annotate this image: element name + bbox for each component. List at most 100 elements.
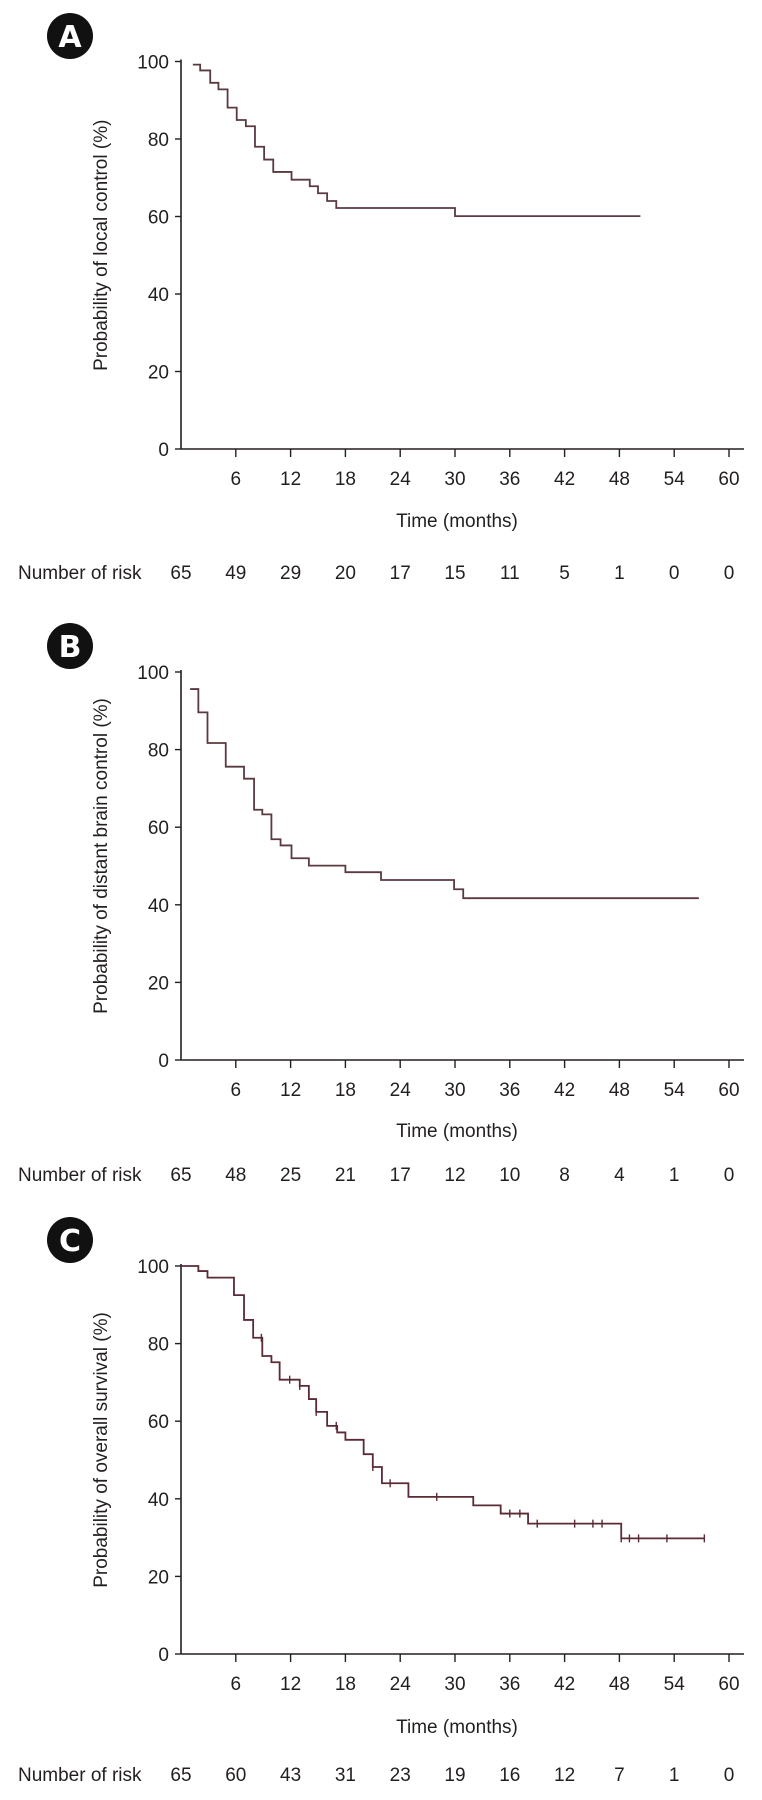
y-axis-label: Probability of distant brain control (%) [91,698,112,1014]
x-tick-label: 24 [390,1674,412,1695]
risk-count: 60 [225,1765,246,1786]
x-tick-label: 6 [231,1674,242,1695]
x-tick-label: 42 [554,1674,575,1695]
y-tick-label: 40 [148,285,169,306]
risk-count: 17 [390,1165,411,1186]
risk-count: 5 [559,563,570,584]
risk-table-label: Number of risk [18,563,142,584]
survival-curve [192,63,641,218]
x-tick-label: 24 [390,469,412,490]
x-tick-label: 42 [554,469,575,490]
x-tick-label: 60 [718,1080,739,1101]
x-tick-label: 30 [444,1674,465,1695]
x-tick-label: 54 [664,469,686,490]
risk-count: 11 [500,563,520,584]
x-tick-label: 30 [444,469,465,490]
x-tick-label: 30 [444,1080,465,1101]
panel-badge [47,623,93,669]
y-tick-label: 0 [158,440,169,461]
y-tick-label: 0 [158,1051,169,1072]
x-tick-label: 42 [554,1080,575,1101]
risk-count: 43 [280,1765,301,1786]
x-tick-label: 36 [499,1080,520,1101]
survival-curve [190,688,699,900]
risk-count: 0 [669,563,680,584]
risk-count: 21 [335,1165,356,1186]
panel-letter: C [59,1224,81,1259]
risk-count: 1 [669,1165,680,1186]
x-tick-label: 48 [609,469,630,490]
risk-count: 0 [724,1765,735,1786]
risk-count: 49 [225,563,246,584]
x-tick-label: 18 [335,1674,356,1695]
y-tick-label: 80 [148,130,169,151]
x-axis-label: Time (months) [396,511,518,532]
y-tick-label: 0 [158,1645,169,1666]
risk-count: 1 [669,1765,680,1786]
x-tick-label: 12 [280,1080,301,1101]
y-tick-label: 20 [148,973,169,994]
risk-count: 48 [225,1165,246,1186]
risk-count: 20 [335,563,356,584]
risk-count: 7 [614,1765,625,1786]
y-axis-label: Probability of overall survival (%) [91,1312,112,1588]
x-tick-label: 18 [335,1080,356,1101]
x-tick-label: 12 [280,469,301,490]
y-tick-label: 20 [148,1567,169,1588]
risk-count: 1 [614,563,625,584]
y-tick-label: 80 [148,741,169,762]
y-tick-label: 40 [148,1490,169,1511]
risk-count: 31 [335,1765,356,1786]
y-tick-label: 100 [137,53,169,74]
panel-letter: B [59,630,82,665]
x-tick-label: 36 [499,469,520,490]
risk-table-label: Number of risk [18,1765,142,1786]
panel-c: C 0 20 40 60 80 100 6 12 18 24 30 36 42 48 54 60 Time (mo… [18,1217,744,1786]
risk-count: 65 [170,1765,191,1786]
y-tick-label: 60 [148,1412,169,1433]
risk-count: 0 [724,1165,735,1186]
x-axis-label: Time (months) [396,1121,518,1142]
risk-count: 8 [559,1165,570,1186]
x-tick-label: 54 [664,1674,686,1695]
panel-badge [47,13,93,59]
x-tick-label: 6 [231,469,242,490]
risk-count: 17 [390,563,411,584]
risk-count: 15 [444,563,465,584]
x-tick-label: 6 [231,1080,242,1101]
x-tick-label: 36 [499,1674,520,1695]
x-tick-label: 60 [718,469,739,490]
risk-count: 0 [724,563,735,584]
y-tick-label: 40 [148,896,169,917]
panel-letter: A [58,20,82,55]
risk-count: 10 [499,1165,520,1186]
survival-curve [181,1265,705,1540]
x-tick-label: 60 [718,1674,739,1695]
y-tick-label: 60 [148,208,169,229]
risk-table-label: Number of risk [18,1165,142,1186]
panel-badge [47,1217,93,1263]
y-tick-label: 100 [137,1257,169,1278]
x-tick-label: 12 [280,1674,301,1695]
risk-count: 65 [170,563,191,584]
risk-count: 4 [614,1165,625,1186]
risk-count: 23 [390,1765,411,1786]
risk-count: 25 [280,1165,301,1186]
risk-count: 12 [444,1165,465,1186]
y-tick-label: 20 [148,363,169,384]
x-tick-label: 54 [664,1080,686,1101]
risk-count: 16 [499,1765,520,1786]
y-tick-label: 60 [148,818,169,839]
y-tick-label: 100 [137,663,169,684]
risk-count: 12 [554,1765,575,1786]
x-tick-label: 48 [609,1674,630,1695]
risk-count: 19 [444,1765,465,1786]
x-tick-label: 48 [609,1080,630,1101]
x-axis-label: Time (months) [396,1717,518,1738]
y-tick-label: 80 [148,1335,169,1356]
y-axis-label: Probability of local control (%) [91,120,112,371]
risk-count: 65 [170,1165,191,1186]
